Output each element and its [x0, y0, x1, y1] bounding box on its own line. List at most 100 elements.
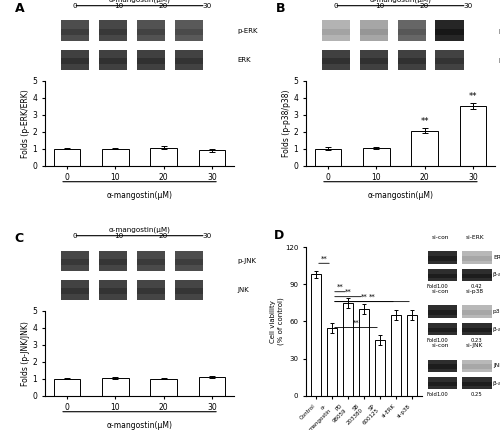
- Bar: [462, 251, 492, 264]
- Text: JNK: JNK: [493, 363, 500, 369]
- Text: 20: 20: [158, 3, 168, 9]
- Bar: [99, 259, 127, 265]
- Bar: [174, 259, 203, 265]
- Text: 10: 10: [114, 3, 124, 9]
- Bar: [102, 149, 128, 166]
- Bar: [462, 364, 492, 369]
- Text: si-con: si-con: [432, 343, 449, 348]
- Bar: [428, 328, 458, 332]
- Bar: [99, 280, 127, 301]
- Text: β-actin: β-actin: [493, 272, 500, 277]
- Bar: [174, 29, 203, 35]
- Bar: [61, 251, 90, 271]
- Bar: [428, 273, 458, 278]
- Bar: [54, 149, 80, 166]
- Bar: [428, 377, 458, 389]
- Text: 0.42: 0.42: [470, 284, 482, 289]
- Bar: [322, 58, 350, 64]
- Text: 30: 30: [463, 3, 472, 9]
- Bar: [174, 251, 203, 271]
- Bar: [136, 259, 165, 265]
- Text: p-JNK: p-JNK: [238, 258, 257, 264]
- Text: 20: 20: [158, 233, 168, 239]
- Bar: [102, 378, 128, 396]
- Bar: [359, 309, 369, 396]
- Bar: [99, 58, 127, 64]
- Text: α-mangostin(μM): α-mangostin(μM): [368, 191, 434, 200]
- Bar: [428, 269, 458, 281]
- Bar: [360, 21, 388, 41]
- Bar: [436, 21, 464, 41]
- Text: **: **: [360, 294, 368, 300]
- Bar: [61, 280, 90, 301]
- Text: 1.00: 1.00: [436, 338, 448, 343]
- Bar: [311, 274, 321, 396]
- Bar: [462, 305, 492, 318]
- Bar: [99, 251, 127, 271]
- Bar: [462, 323, 492, 335]
- Bar: [327, 328, 337, 396]
- Text: α-mangostin(μM): α-mangostin(μM): [370, 0, 432, 3]
- Text: D: D: [274, 229, 283, 243]
- Bar: [462, 310, 492, 315]
- Text: **: **: [336, 284, 344, 290]
- Text: 20: 20: [420, 3, 428, 9]
- Text: 30: 30: [202, 3, 211, 9]
- Text: Fold: Fold: [426, 393, 438, 397]
- Bar: [398, 21, 426, 41]
- Text: β-actin: β-actin: [493, 381, 500, 386]
- Bar: [428, 323, 458, 335]
- Bar: [199, 377, 226, 396]
- Bar: [407, 315, 417, 396]
- Bar: [462, 328, 492, 332]
- Bar: [428, 256, 458, 261]
- Text: ERK: ERK: [493, 255, 500, 260]
- Bar: [99, 21, 127, 41]
- Bar: [428, 364, 458, 369]
- Bar: [322, 49, 350, 71]
- Bar: [322, 29, 350, 35]
- Bar: [61, 29, 90, 35]
- Bar: [363, 148, 390, 166]
- Text: C: C: [14, 232, 24, 245]
- Bar: [150, 148, 177, 166]
- Text: p38: p38: [499, 57, 500, 63]
- Bar: [428, 305, 458, 318]
- Y-axis label: Folds (p-p38/p38): Folds (p-p38/p38): [282, 89, 290, 157]
- Bar: [436, 29, 464, 35]
- Text: **: **: [420, 117, 429, 126]
- Text: **: **: [320, 255, 328, 261]
- Bar: [199, 150, 226, 166]
- Y-axis label: Folds (p-ERK/ERK): Folds (p-ERK/ERK): [20, 89, 30, 157]
- Text: ERK: ERK: [238, 57, 252, 63]
- Text: si-con: si-con: [432, 289, 449, 294]
- Bar: [136, 49, 165, 71]
- Text: α-mangostin(μM): α-mangostin(μM): [106, 421, 172, 430]
- Text: si-ERK: si-ERK: [465, 235, 484, 240]
- Bar: [462, 256, 492, 261]
- Bar: [391, 315, 401, 396]
- Text: β-actin: β-actin: [493, 326, 500, 332]
- Text: 0: 0: [334, 3, 338, 9]
- Bar: [462, 269, 492, 281]
- Y-axis label: Folds (p-JNK/JNK): Folds (p-JNK/JNK): [20, 321, 30, 386]
- Text: A: A: [14, 2, 24, 15]
- Bar: [398, 49, 426, 71]
- Text: p38: p38: [493, 309, 500, 314]
- Bar: [136, 251, 165, 271]
- Text: α-mangostin(μM): α-mangostin(μM): [106, 191, 172, 200]
- Text: Fold: Fold: [426, 338, 438, 343]
- Text: 30: 30: [202, 233, 211, 239]
- Bar: [462, 359, 492, 372]
- Bar: [462, 382, 492, 386]
- Bar: [174, 21, 203, 41]
- Text: si-JNK: si-JNK: [466, 343, 483, 348]
- Bar: [136, 58, 165, 64]
- Text: 0.25: 0.25: [470, 393, 482, 397]
- Text: α-mangostin(μM): α-mangostin(μM): [108, 0, 170, 3]
- Bar: [360, 49, 388, 71]
- Bar: [174, 49, 203, 71]
- Bar: [428, 310, 458, 315]
- Bar: [99, 49, 127, 71]
- Bar: [412, 131, 438, 166]
